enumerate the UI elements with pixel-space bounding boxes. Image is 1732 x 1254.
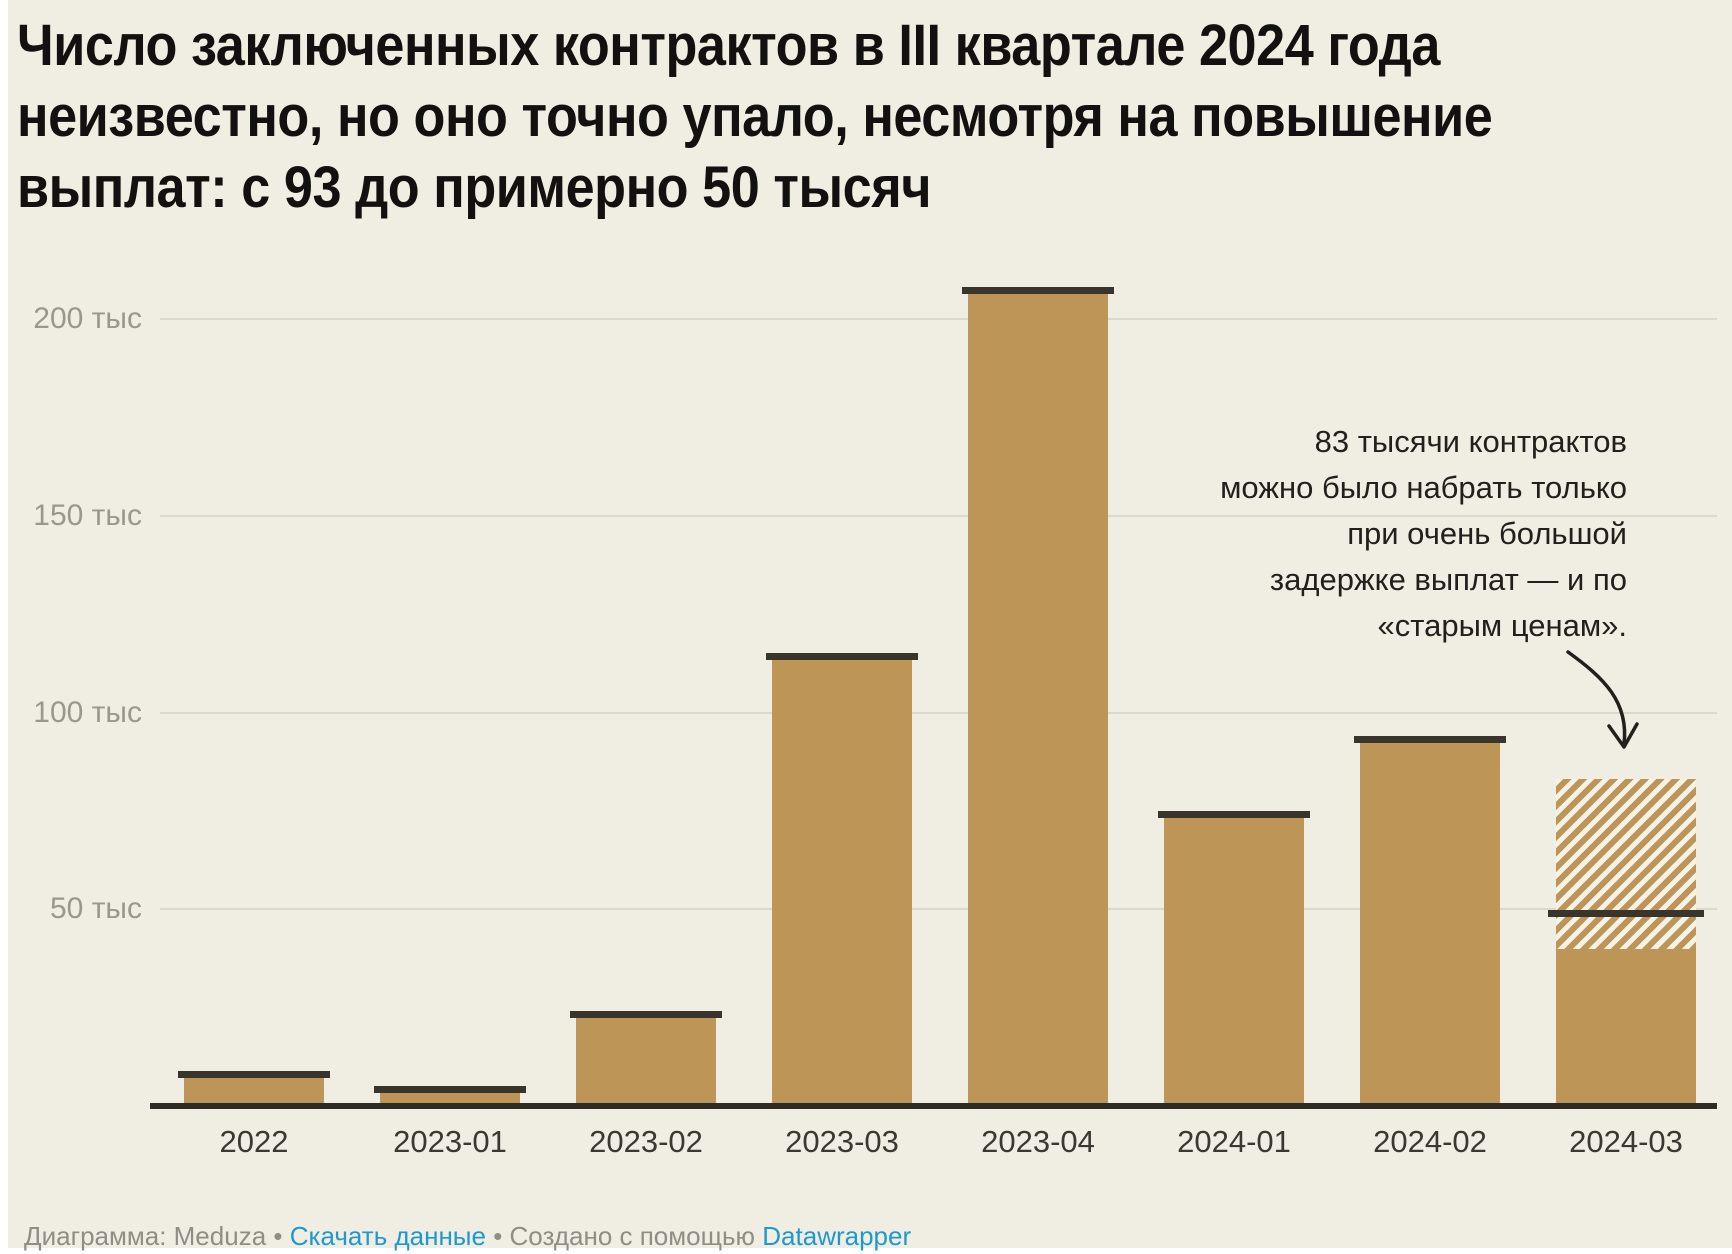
footer-created-with-text: Создано с помощью <box>509 1221 756 1251</box>
bar-value-line-2024-02 <box>1354 736 1506 744</box>
x-tick-label-2023-03: 2023-03 <box>785 1124 899 1159</box>
gridline <box>160 711 1717 714</box>
annotation-text: 83 тысячи контрактов можно было набрать … <box>1220 424 1627 643</box>
y-tick-label: 200 тыс <box>33 302 142 335</box>
bar-value-line-2023-01 <box>374 1086 526 1094</box>
footer-attribution: Диаграмма: Meduza • Скачать данные • Соз… <box>24 1221 911 1251</box>
x-tick-label-2023-04: 2023-04 <box>981 1124 1095 1159</box>
footer-separator: • <box>493 1221 503 1251</box>
estimate-marker-line-2024-03 <box>1548 910 1704 918</box>
gridline <box>160 908 1717 911</box>
bar-value-line-2023-04 <box>962 287 1114 295</box>
datawrapper-link[interactable]: Datawrapper <box>762 1221 912 1251</box>
bar-2023-02 <box>576 1015 716 1106</box>
x-tick-label-2022: 2022 <box>219 1124 289 1159</box>
x-tick-label-2024-03: 2024-03 <box>1569 1124 1683 1159</box>
chart-title: Число заключенных контрактов в III кварт… <box>17 13 1493 220</box>
bar-value-line-2024-01 <box>1158 810 1310 818</box>
bar-2024-03 <box>1556 948 1696 1106</box>
y-tick-label: 150 тыс <box>33 498 142 532</box>
x-tick-label-2023-01: 2023-01 <box>393 1124 507 1159</box>
x-tick-label-2024-02: 2024-02 <box>1373 1124 1487 1159</box>
x-tick-label-2024-01: 2024-01 <box>1177 1124 1291 1159</box>
bar-2024-02 <box>1360 740 1500 1106</box>
bar-2024-01 <box>1164 814 1304 1106</box>
download-data-link[interactable]: Скачать данные <box>289 1221 486 1251</box>
bar-2023-01 <box>380 1090 520 1106</box>
y-tick-label: 100 тыс <box>33 695 142 729</box>
bar-2023-03 <box>772 657 912 1106</box>
gridline <box>160 318 1717 320</box>
bar-2022 <box>184 1074 324 1106</box>
bar-2023-04 <box>968 291 1108 1106</box>
bar-value-line-2023-03 <box>766 653 918 661</box>
hatched-bar-2024-03 <box>1556 779 1696 949</box>
footer-source-text: Диаграмма: Meduza <box>24 1221 267 1251</box>
footer-separator: • <box>273 1221 283 1251</box>
gridline <box>160 514 1717 517</box>
x-tick-label-2023-02: 2023-02 <box>589 1124 703 1159</box>
bar-value-line-2022 <box>178 1070 330 1078</box>
bar-value-line-2023-02 <box>570 1011 722 1019</box>
x-axis-line <box>150 1103 1717 1109</box>
y-tick-label: 50 тыс <box>49 892 142 926</box>
